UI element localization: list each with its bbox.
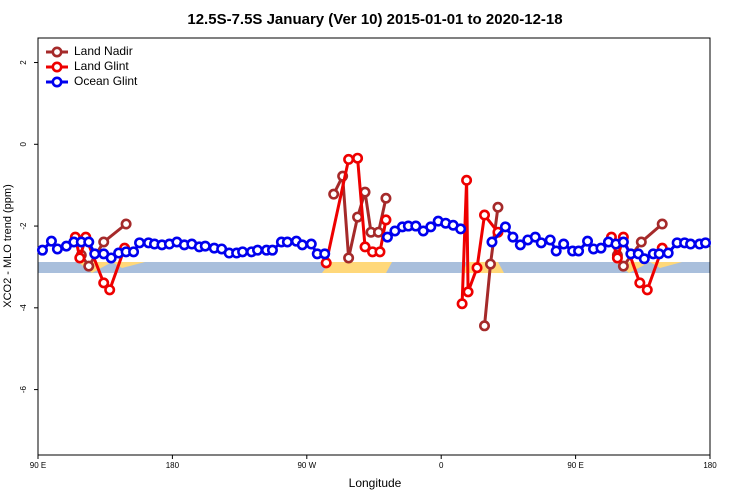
point — [305, 238, 317, 250]
point — [535, 237, 547, 249]
point — [74, 252, 86, 264]
point — [479, 320, 491, 332]
point — [617, 236, 629, 248]
legend-label: Land Glint — [74, 59, 129, 73]
point — [456, 298, 468, 310]
point — [281, 236, 293, 248]
point — [462, 286, 474, 298]
point — [104, 284, 116, 296]
point — [656, 218, 668, 230]
point — [374, 246, 386, 258]
legend-label: Land Nadir — [74, 44, 133, 58]
surface-strip — [38, 262, 710, 273]
point — [573, 245, 585, 257]
point — [544, 234, 556, 246]
chart-title: 12.5S-7.5S January (Ver 10) 2015-01-01 t… — [187, 11, 562, 28]
point — [558, 238, 570, 250]
x-tick-label: 0 — [439, 461, 444, 470]
point — [582, 235, 594, 247]
y-tick-label: 2 — [19, 60, 28, 65]
point — [381, 231, 393, 243]
point — [641, 284, 653, 296]
point — [514, 239, 526, 251]
point — [425, 221, 437, 233]
point — [471, 262, 483, 274]
point — [120, 218, 132, 230]
x-tick-label: 180 — [703, 461, 717, 470]
y-axis-label: XCO2 - MLO trend (ppm) — [2, 184, 14, 307]
legend-marker — [51, 76, 63, 88]
point — [595, 242, 607, 254]
point — [252, 244, 264, 256]
legend-marker — [51, 61, 63, 73]
point — [685, 238, 697, 250]
point — [328, 188, 340, 200]
point — [617, 260, 629, 272]
point — [98, 236, 110, 248]
point — [51, 243, 63, 255]
point — [319, 248, 331, 260]
x-tick-label: 90 W — [297, 461, 316, 470]
point — [461, 174, 473, 186]
point — [296, 239, 308, 251]
x-tick-label: 180 — [166, 461, 180, 470]
y-tick-label: -4 — [19, 304, 28, 312]
point — [266, 244, 278, 256]
point — [653, 248, 665, 260]
point — [372, 226, 384, 238]
point — [486, 236, 498, 248]
point — [320, 257, 332, 269]
y-tick-label: 0 — [19, 142, 28, 147]
y-tick-label: -6 — [19, 385, 28, 393]
land-patch — [322, 262, 392, 273]
point — [662, 247, 674, 259]
point — [499, 221, 511, 233]
point — [380, 192, 392, 204]
point — [492, 201, 504, 213]
point — [359, 241, 371, 253]
point — [98, 277, 110, 289]
point — [455, 223, 467, 235]
plot-frame — [37, 37, 711, 456]
point — [83, 236, 95, 248]
point — [410, 220, 422, 232]
point — [635, 236, 647, 248]
point — [134, 237, 146, 249]
point — [36, 244, 48, 256]
point — [479, 209, 491, 221]
x-tick-label: 90 E — [30, 461, 46, 470]
legend-marker — [51, 46, 63, 58]
point — [352, 152, 364, 164]
point — [105, 252, 117, 264]
point — [507, 231, 519, 243]
point — [634, 277, 646, 289]
point — [83, 260, 95, 272]
point — [352, 211, 364, 223]
point — [484, 258, 496, 270]
point — [199, 240, 211, 252]
point — [638, 253, 650, 265]
point — [89, 248, 101, 260]
point — [700, 237, 712, 249]
point — [343, 252, 355, 264]
point — [611, 252, 623, 264]
x-tick-label: 90 E — [567, 461, 583, 470]
point — [550, 245, 562, 257]
point — [380, 214, 392, 226]
point — [45, 235, 57, 247]
x-axis-label: Longitude — [349, 476, 402, 490]
legend-label: Ocean Glint — [74, 74, 138, 88]
y-tick-label: -2 — [19, 222, 28, 230]
point — [128, 246, 140, 258]
point — [237, 246, 249, 258]
point — [343, 153, 355, 165]
